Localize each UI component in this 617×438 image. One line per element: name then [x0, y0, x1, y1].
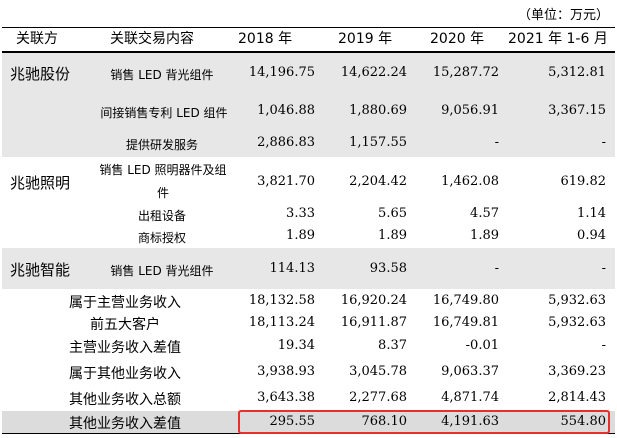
cell-2021h1: 3,369.23: [548, 364, 606, 379]
summary-label: 其他业务收入差值: [69, 416, 181, 432]
cell-2019: 2,204.42: [349, 174, 407, 189]
header-2020: 2020 年: [430, 31, 485, 47]
cell-2018: 18,132.58: [248, 293, 315, 308]
cell-2020: 4,191.63: [441, 414, 499, 429]
summary-label: 主营业务收入差值: [69, 340, 181, 356]
row-item: 销售 LED 背光组件: [110, 68, 214, 82]
cell-2021h1: -: [601, 261, 606, 276]
cell-2021h1: 0.94: [577, 228, 606, 243]
cell-2019: 8.37: [378, 338, 407, 353]
group-band-zhaochi-gufen: [2, 53, 615, 157]
row-item: 销售 LED 背光组件: [110, 264, 214, 278]
cell-2018: 14,196.75: [248, 65, 315, 80]
cell-2020: 16,749.80: [432, 293, 499, 308]
cell-2019: 16,920.24: [340, 293, 407, 308]
group-band-zhaochi-zhineng: [2, 248, 615, 289]
cell-2018: 3,643.38: [257, 390, 315, 405]
cell-2018: 1,046.88: [257, 103, 315, 118]
header-2018: 2018 年: [238, 31, 293, 47]
cell-2018: 3,938.93: [257, 364, 315, 379]
header-content: 关联交易内容: [110, 31, 194, 47]
party-zhaochi-zhaoming: 兆驰照明: [10, 174, 71, 192]
cell-2020: 15,287.72: [432, 65, 499, 80]
cell-2018: 295.55: [269, 414, 316, 429]
header-rule: [2, 51, 615, 53]
cell-2019: 3,045.78: [349, 364, 407, 379]
cell-2018: 114.13: [269, 261, 316, 276]
summary-label: 其他业务收入总额: [69, 392, 181, 408]
summary-label: 属于其他业务收入: [69, 366, 181, 382]
cell-2021h1: 1.14: [577, 206, 606, 221]
party-zhaochi-zhineng: 兆驰智能: [10, 261, 71, 279]
cell-2019: 93.58: [369, 261, 407, 276]
cell-2018: 3.33: [286, 206, 315, 221]
row-item: 出租设备: [137, 209, 186, 223]
cell-2021h1: 5,932.63: [548, 315, 606, 330]
row-item-line2: 件: [156, 186, 169, 200]
cell-2019: 768.10: [361, 414, 408, 429]
row-item: 间接销售专利 LED 组件: [100, 106, 228, 120]
header-party: 关联方: [16, 31, 58, 47]
unit-label: （单位：万元）: [517, 8, 609, 23]
cell-2021h1: 619.82: [560, 174, 607, 189]
cell-2020: 16,749.81: [432, 315, 499, 330]
header-2021h1: 2021 年 1-6 月: [508, 31, 608, 47]
cell-2018: 18,113.24: [248, 315, 315, 330]
row-item: 销售 LED 照明器件及组: [99, 163, 227, 177]
cell-2020: -: [494, 261, 499, 276]
highlight-box: [238, 410, 610, 434]
cell-2021h1: 3,367.15: [548, 103, 606, 118]
cell-2020: 1,462.08: [441, 174, 499, 189]
cell-2020: 4.57: [470, 206, 499, 221]
cell-2020: 9,063.37: [441, 364, 499, 379]
summary-label: 前五大客户: [90, 317, 160, 333]
cell-2021h1: 5,312.81: [548, 65, 606, 80]
cell-2019: 16,911.87: [340, 315, 407, 330]
cell-2018: 2,886.83: [257, 135, 315, 150]
cell-2020: -0.01: [465, 338, 499, 353]
cell-2021h1: 5,932.63: [548, 293, 606, 308]
cell-2021h1: 2,814.43: [548, 390, 606, 405]
last-row-band: [2, 411, 615, 433]
table-top-rule: [2, 27, 615, 28]
cell-2020: 1.89: [470, 228, 499, 243]
cell-2020: 4,871.74: [441, 390, 499, 405]
header-2019: 2019 年: [338, 31, 393, 47]
cell-2019: 1.89: [378, 228, 407, 243]
row-item: 商标授权: [137, 231, 186, 245]
party-zhaochi-gufen: 兆驰股份: [10, 65, 71, 83]
cell-2018: 1.89: [286, 228, 315, 243]
cell-2020: 9,056.91: [441, 103, 499, 118]
cell-2018: 19.34: [277, 338, 315, 353]
cell-2020: -: [494, 135, 499, 150]
row-item: 提供研发服务: [125, 138, 198, 152]
cell-2021h1: -: [601, 338, 606, 353]
summary-label: 属于主营业务收入: [69, 295, 181, 311]
cell-2021h1: -: [601, 135, 606, 150]
cell-2019: 1,157.55: [349, 135, 407, 150]
cell-2021h1: 554.80: [560, 414, 607, 429]
cell-2019: 5.65: [378, 206, 407, 221]
cell-2019: 2,277.68: [349, 390, 407, 405]
cell-2019: 1,880.69: [349, 103, 407, 118]
cell-2019: 14,622.24: [340, 65, 407, 80]
cell-2018: 3,821.70: [257, 174, 315, 189]
